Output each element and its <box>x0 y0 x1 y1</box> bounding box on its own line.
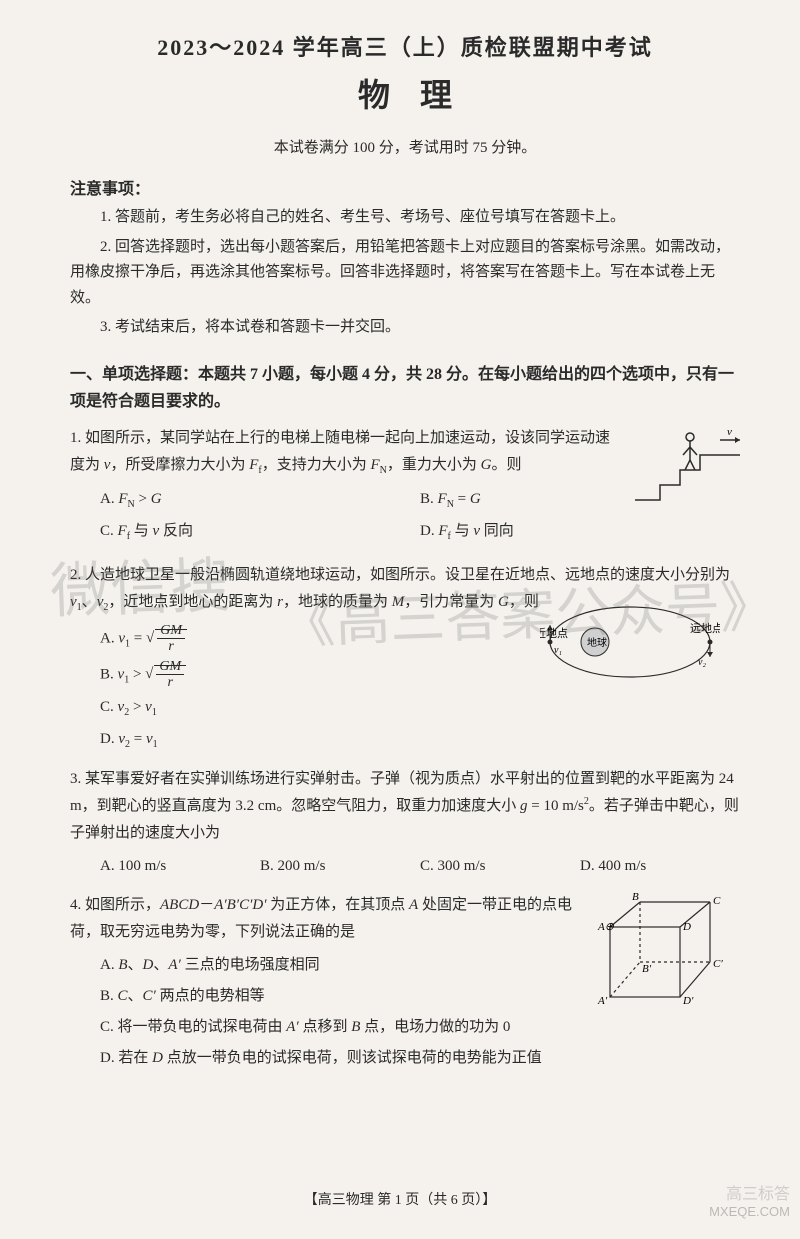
q3-options: A. 100 m/s B. 200 m/s C. 300 m/s D. 400 … <box>70 853 740 880</box>
svg-text:A′: A′ <box>597 995 608 1007</box>
q2-opt-d: D. v2 = v1 <box>100 726 740 754</box>
q1-opt-d: D. Ff 与 v 同向 <box>420 518 740 546</box>
svg-text:C′: C′ <box>713 958 723 970</box>
figure-cube: A⊕ B C D A′ B′ C′ D′ <box>590 892 730 1012</box>
question-4: 4. 如图所示，ABCD－A′B′C′D′ 为正方体，在其顶点 A 处固定一带正… <box>70 892 740 1072</box>
q3-opt-a: A. 100 m/s <box>100 853 260 880</box>
exam-title-subject: 物理 <box>70 70 740 116</box>
svg-text:D: D <box>682 921 691 933</box>
svg-text:C: C <box>713 895 721 907</box>
svg-text:v₂: v₂ <box>698 657 706 668</box>
question-3: 3. 某军事爱好者在实弹训练场进行实弹射击。子弹（视为质点）水平射出的位置到靶的… <box>70 766 740 880</box>
notice-heading: 注意事项： <box>70 175 740 199</box>
corner-watermark: MXEQE.COM <box>709 1204 790 1219</box>
q3-opt-b: B. 200 m/s <box>260 853 420 880</box>
section-1-heading: 一、单项选择题：本题共 7 小题，每小题 4 分，共 28 分。在每小题给出的四… <box>70 361 740 415</box>
svg-text:v: v <box>727 426 732 438</box>
figure-orbit: 地球 v₁ v₂ 近地点 远地点 <box>540 597 720 687</box>
q3-opt-d: D. 400 m/s <box>580 853 740 880</box>
svg-text:A⊕: A⊕ <box>597 921 615 933</box>
svg-text:v₁: v₁ <box>554 645 562 656</box>
notice-item-3: 3. 考试结束后，将本试卷和答题卡一并交回。 <box>70 315 740 341</box>
svg-text:远地点: 远地点 <box>690 622 720 635</box>
exam-info: 本试卷满分 100 分，考试用时 75 分钟。 <box>70 136 740 157</box>
exam-title-line1: 2023～2024 学年高三（上）质检联盟期中考试 <box>70 30 740 62</box>
figure-escalator: v <box>625 425 745 505</box>
svg-text:B′: B′ <box>642 963 652 975</box>
svg-text:B: B <box>632 892 639 903</box>
page-footer: 【高三物理 第 1 页（共 6 页）】 <box>0 1189 800 1209</box>
q3-opt-c: C. 300 m/s <box>420 853 580 880</box>
svg-text:地球: 地球 <box>587 636 607 649</box>
q4-opt-d: D. 若在 D 点放一带负电的试探电荷，则该试探电荷的电势能为正值 <box>100 1045 740 1072</box>
q4-opt-c: C. 将一带负电的试探电荷由 A′ 点移到 B 点，电场力做的功为 0 <box>100 1014 740 1041</box>
q3-text: 3. 某军事爱好者在实弹训练场进行实弹射击。子弹（视为质点）水平射出的位置到靶的… <box>70 766 740 847</box>
question-1: 1. 如图所示，某同学站在上行的电梯上随电梯一起向上加速运动，设该同学运动速度为… <box>70 425 740 550</box>
notice-item-1: 1. 答题前，考生务必将自己的姓名、考生号、考场号、座位号填写在答题卡上。 <box>70 205 740 231</box>
corner-watermark-2: 高三标答 <box>726 1180 790 1204</box>
q2-opt-c: C. v2 > v1 <box>100 694 740 722</box>
svg-text:D′: D′ <box>682 995 694 1007</box>
svg-text:近地点: 近地点 <box>540 627 568 640</box>
q1-opt-a: A. FN > G <box>100 486 420 514</box>
notice-item-2: 2. 回答选择题时，选出每小题答案后，用铅笔把答题卡上对应题目的答案标号涂黑。如… <box>70 235 740 312</box>
q1-opt-c: C. Ff 与 v 反向 <box>100 518 420 546</box>
question-2: 2. 人造地球卫星一般沿椭圆轨道绕地球运动，如图所示。设卫星在近地点、远地点的速… <box>70 562 740 755</box>
